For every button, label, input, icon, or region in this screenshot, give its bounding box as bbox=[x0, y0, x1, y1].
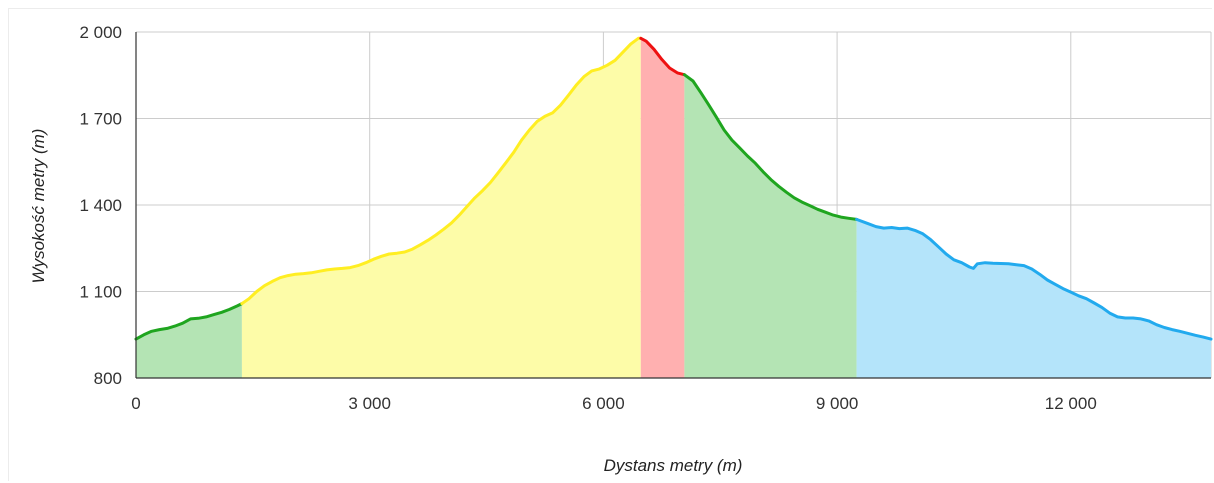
line-segment-yellow bbox=[240, 36, 643, 306]
x-tick-label: 12 000 bbox=[1045, 394, 1097, 413]
y-tick-label: 2 000 bbox=[79, 23, 122, 42]
series-lines bbox=[134, 36, 1213, 341]
y-tick-label: 1 700 bbox=[79, 110, 122, 129]
x-tick-label: 3 000 bbox=[348, 394, 391, 413]
y-tick-labels: 800 1 100 1 400 1 700 2 000 bbox=[79, 23, 122, 388]
area-segment-yellow bbox=[241, 38, 641, 379]
x-tick-label: 6 000 bbox=[582, 394, 625, 413]
line-segment-green bbox=[682, 73, 859, 221]
area-segment-red bbox=[640, 38, 685, 379]
area-segment-blue bbox=[856, 219, 1211, 378]
y-tick-label: 1 400 bbox=[79, 196, 122, 215]
line-segment-blue bbox=[855, 217, 1213, 341]
y-tick-label: 1 100 bbox=[79, 283, 122, 302]
area-segment-green bbox=[684, 74, 857, 378]
x-axis-title: Dystans metry (m) bbox=[604, 456, 743, 475]
area-fills bbox=[136, 38, 1211, 379]
x-tick-label: 0 bbox=[131, 394, 140, 413]
x-tick-label: 9 000 bbox=[816, 394, 859, 413]
y-axis-title: Wysokość metry (m) bbox=[29, 129, 48, 284]
line-segment-red bbox=[639, 36, 686, 77]
area-segment-green bbox=[136, 303, 242, 378]
line-segment-green bbox=[134, 302, 244, 341]
axes bbox=[135, 32, 1211, 379]
x-tick-labels: 0 3 000 6 000 9 000 12 000 bbox=[131, 394, 1097, 413]
y-tick-label: 800 bbox=[94, 369, 122, 388]
